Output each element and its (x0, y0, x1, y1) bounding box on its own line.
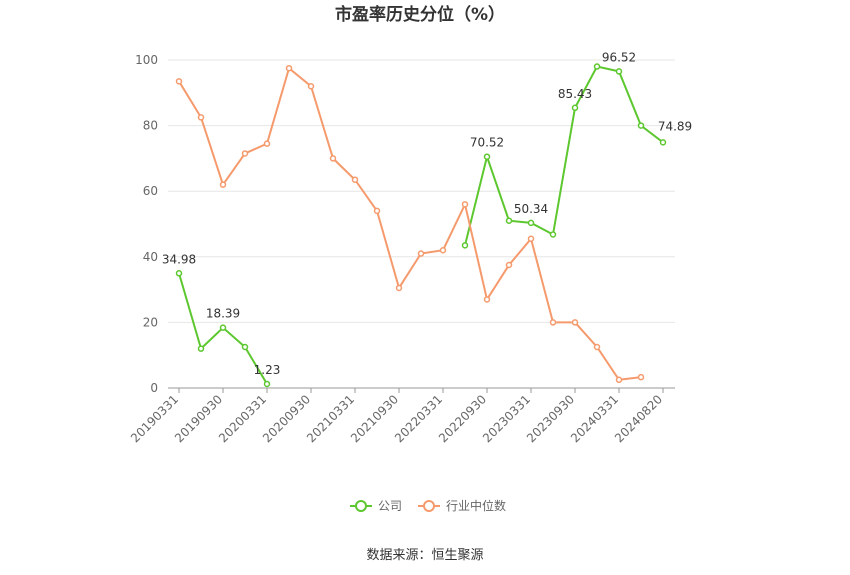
data-point[interactable] (637, 373, 645, 381)
data-label: 34.98 (162, 252, 196, 266)
data-point[interactable] (241, 343, 249, 351)
data-label: 1.23 (254, 363, 281, 377)
series-line (178, 65, 664, 385)
data-point[interactable] (175, 78, 183, 85)
data-point[interactable] (593, 63, 601, 70)
y-tick-label: 0 (150, 381, 158, 395)
series-layer: 34.98 18.39 1.23 70.52 50.34 85.43 96.52 74.89 (162, 50, 692, 388)
data-point[interactable] (571, 319, 579, 326)
legend-marker (423, 500, 435, 512)
y-tick-label: 100 (135, 53, 158, 67)
data-point[interactable] (571, 104, 579, 112)
data-label: 74.89 (658, 119, 692, 133)
chart-title: 市盈率历史分位（%） (335, 4, 505, 25)
data-label: 85.43 (558, 87, 592, 101)
data-point[interactable] (197, 345, 205, 352)
data-point[interactable] (659, 139, 667, 146)
data-point[interactable] (197, 114, 205, 121)
data-point[interactable] (395, 284, 403, 292)
data-point[interactable] (263, 380, 271, 388)
y-tick-label: 40 (143, 250, 158, 264)
data-point[interactable] (483, 153, 491, 160)
y-tick-label: 20 (143, 315, 158, 329)
legend-marker (355, 500, 367, 512)
data-point[interactable] (505, 261, 513, 269)
data-point[interactable] (461, 201, 469, 208)
data-point[interactable] (219, 324, 227, 331)
series-line (178, 66, 642, 381)
data-point[interactable] (329, 155, 337, 162)
legend-item-company[interactable]: 公司 (350, 499, 402, 513)
data-point[interactable] (505, 217, 513, 224)
data-point[interactable] (439, 246, 447, 254)
y-axis-ticks: 0 20 40 60 80 100 (135, 53, 158, 395)
data-point[interactable] (615, 376, 623, 384)
data-point[interactable] (285, 64, 293, 72)
x-tick-label: 20240820 (612, 392, 665, 445)
data-point[interactable] (593, 343, 601, 351)
series-industry-median (175, 64, 645, 384)
data-label: 50.34 (514, 202, 548, 216)
data-label: 18.39 (206, 307, 240, 321)
data-point[interactable] (637, 122, 645, 129)
data-point[interactable] (373, 207, 381, 215)
y-tick-label: 80 (143, 119, 158, 133)
data-point[interactable] (219, 181, 227, 188)
data-point[interactable] (549, 319, 557, 326)
data-point[interactable] (483, 296, 491, 303)
data-point[interactable] (175, 270, 183, 277)
legend-label: 公司 (378, 499, 402, 513)
grid (168, 59, 675, 323)
data-point[interactable] (549, 231, 557, 238)
data-label: 70.52 (470, 136, 504, 150)
data-label: 96.52 (602, 50, 636, 64)
legend-item-industry-median[interactable]: 行业中位数 (418, 498, 506, 513)
legend-label: 行业中位数 (446, 498, 506, 513)
series-company: 34.98 18.39 1.23 70.52 50.34 85.43 96.52 74.89 (162, 50, 692, 388)
data-point[interactable] (527, 219, 535, 227)
legend[interactable]: 公司 行业中位数 (350, 498, 506, 513)
data-point[interactable] (263, 140, 271, 147)
data-point[interactable] (461, 242, 469, 249)
data-point[interactable] (527, 235, 535, 243)
source-note: 数据来源：恒生聚源 (366, 548, 483, 563)
data-point[interactable] (241, 150, 249, 157)
data-point[interactable] (615, 68, 623, 75)
data-point[interactable] (307, 82, 315, 90)
x-axis: 2019033120190930202003312020093020210331… (128, 387, 675, 445)
data-point[interactable] (351, 176, 359, 183)
data-point[interactable] (417, 250, 425, 257)
y-tick-label: 60 (143, 184, 158, 198)
